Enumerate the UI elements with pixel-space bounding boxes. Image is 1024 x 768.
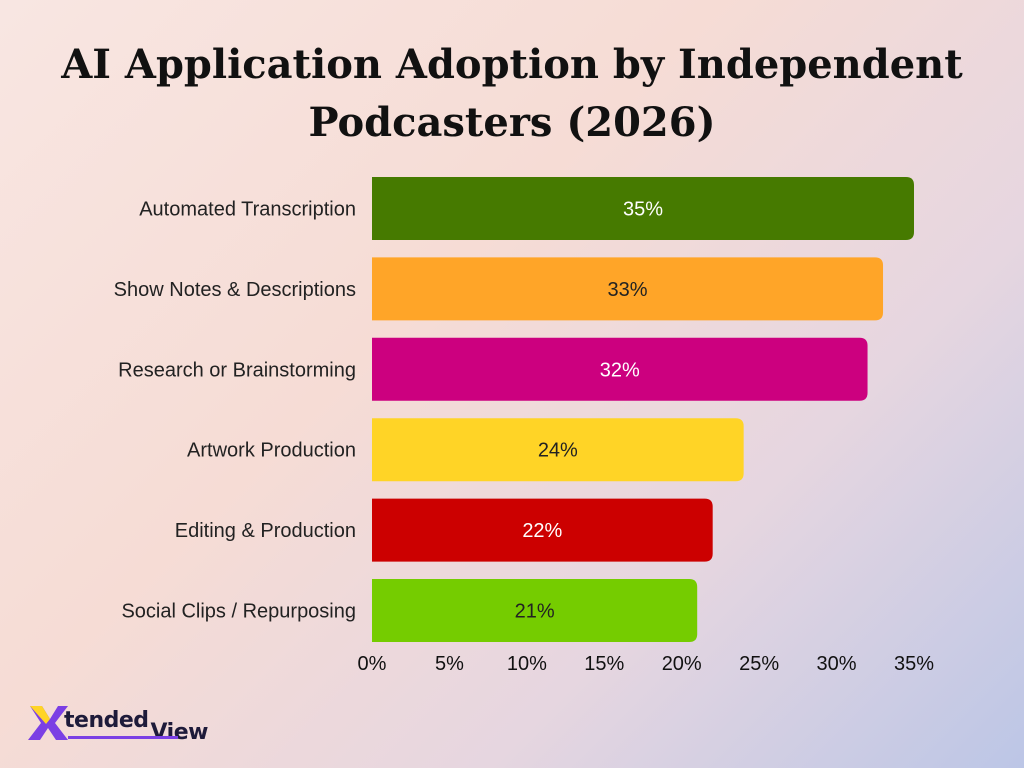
category-label: Artwork Production bbox=[187, 440, 356, 462]
logo-x-mark-icon bbox=[28, 706, 68, 740]
bar bbox=[372, 418, 744, 482]
value-label: 24% bbox=[538, 440, 578, 462]
x-tick-label: 20% bbox=[662, 653, 702, 675]
chart-title-line-1: AI Application Adoption by Independent bbox=[61, 41, 963, 88]
value-label: 22% bbox=[522, 520, 562, 542]
x-tick-label: 30% bbox=[817, 653, 857, 675]
value-label: 33% bbox=[607, 279, 647, 301]
category-label: Research or Brainstorming bbox=[118, 359, 356, 381]
bar bbox=[372, 498, 713, 562]
bar bbox=[372, 177, 914, 240]
x-tick-label: 15% bbox=[584, 653, 624, 675]
xtendedview-logo: tendedView bbox=[28, 702, 228, 746]
value-label: 35% bbox=[623, 199, 663, 221]
logo-text-bottom: View bbox=[150, 720, 209, 745]
bar bbox=[372, 257, 884, 321]
bar bbox=[372, 579, 698, 642]
category-label: Automated Transcription bbox=[139, 199, 356, 221]
bar-chart: Automated Transcription 35% Show Notes & D… bbox=[114, 177, 934, 675]
chart-title-line-2: Podcasters (2026) bbox=[308, 99, 716, 146]
logo-underline bbox=[68, 736, 178, 739]
category-label: Editing & Production bbox=[175, 520, 356, 542]
bar bbox=[372, 337, 868, 401]
x-tick-label: 0% bbox=[358, 653, 387, 675]
category-label: Social Clips / Repurposing bbox=[121, 601, 356, 623]
x-tick-label: 35% bbox=[894, 653, 934, 675]
logo-text-top: tended bbox=[64, 708, 149, 733]
value-label: 32% bbox=[600, 359, 640, 381]
x-tick-label: 25% bbox=[739, 653, 779, 675]
x-tick-label: 5% bbox=[435, 653, 464, 675]
value-label: 21% bbox=[515, 601, 555, 623]
logo-text: tendedView bbox=[64, 708, 208, 745]
chart-title: AI Application Adoption by Independent P… bbox=[0, 36, 1024, 152]
x-tick-label: 10% bbox=[507, 653, 547, 675]
category-label: Show Notes & Descriptions bbox=[114, 279, 356, 301]
